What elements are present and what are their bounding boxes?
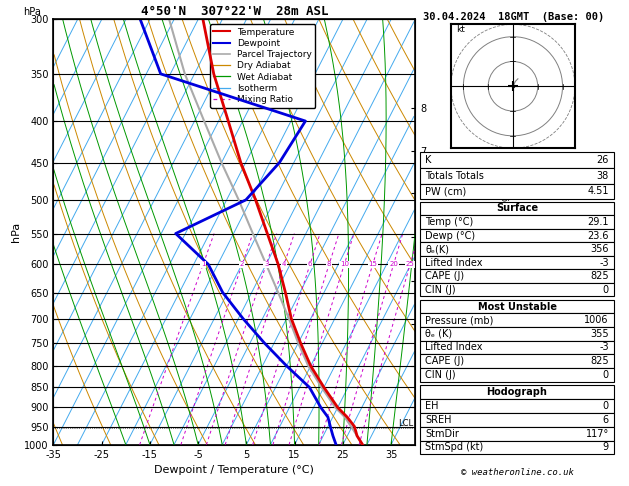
- Text: 825: 825: [590, 356, 609, 366]
- Text: 6: 6: [308, 261, 313, 267]
- Y-axis label: hPa: hPa: [11, 222, 21, 242]
- Text: 38: 38: [597, 171, 609, 181]
- Text: LCL: LCL: [399, 419, 414, 429]
- Text: 8: 8: [327, 261, 331, 267]
- Title: 4°50'N  307°22'W  28m ASL: 4°50'N 307°22'W 28m ASL: [140, 5, 328, 18]
- X-axis label: Dewpoint / Temperature (°C): Dewpoint / Temperature (°C): [154, 465, 314, 475]
- Y-axis label: km
ASL: km ASL: [437, 232, 455, 254]
- Text: Temp (°C): Temp (°C): [425, 217, 474, 227]
- Text: Lifted Index: Lifted Index: [425, 343, 482, 352]
- Text: StmSpd (kt): StmSpd (kt): [425, 442, 484, 452]
- Text: 25: 25: [406, 261, 415, 267]
- Text: 29.1: 29.1: [587, 217, 609, 227]
- Text: 10: 10: [340, 261, 349, 267]
- Text: CAPE (J): CAPE (J): [425, 271, 464, 281]
- Text: 3: 3: [264, 261, 269, 267]
- Text: 23.6: 23.6: [587, 230, 609, 241]
- Text: Surface: Surface: [496, 204, 538, 213]
- Text: CAPE (J): CAPE (J): [425, 356, 464, 366]
- Text: 117°: 117°: [586, 429, 609, 438]
- Text: CIN (J): CIN (J): [425, 370, 456, 380]
- Text: Dewp (°C): Dewp (°C): [425, 230, 476, 241]
- Text: 2: 2: [240, 261, 245, 267]
- Text: hPa: hPa: [23, 7, 41, 17]
- Text: 6: 6: [603, 415, 609, 425]
- Text: 26: 26: [596, 155, 609, 165]
- Text: -3: -3: [599, 258, 609, 268]
- Text: 1: 1: [201, 261, 206, 267]
- Text: EH: EH: [425, 401, 438, 411]
- Text: 0: 0: [603, 370, 609, 380]
- Text: 30.04.2024  18GMT  (Base: 00): 30.04.2024 18GMT (Base: 00): [423, 12, 604, 22]
- Text: 4.51: 4.51: [587, 187, 609, 196]
- Text: 0: 0: [603, 285, 609, 295]
- Text: 4: 4: [282, 261, 286, 267]
- Text: PW (cm): PW (cm): [425, 187, 467, 196]
- Text: 356: 356: [591, 244, 609, 254]
- Legend: Temperature, Dewpoint, Parcel Trajectory, Dry Adiabat, Wet Adiabat, Isotherm, Mi: Temperature, Dewpoint, Parcel Trajectory…: [210, 24, 316, 108]
- Text: 1006: 1006: [584, 315, 609, 325]
- Text: StmDir: StmDir: [425, 429, 459, 438]
- Text: Mixing Ratio (g/kg): Mixing Ratio (g/kg): [501, 192, 510, 272]
- Text: Hodograph: Hodograph: [487, 387, 547, 397]
- Text: K: K: [425, 155, 431, 165]
- Text: Pressure (mb): Pressure (mb): [425, 315, 494, 325]
- Text: 20: 20: [389, 261, 398, 267]
- Text: Totals Totals: Totals Totals: [425, 171, 484, 181]
- Text: θₑ(K): θₑ(K): [425, 244, 449, 254]
- Text: SREH: SREH: [425, 415, 452, 425]
- Text: CIN (J): CIN (J): [425, 285, 456, 295]
- Text: Lifted Index: Lifted Index: [425, 258, 482, 268]
- Text: 9: 9: [603, 442, 609, 452]
- Text: 825: 825: [590, 271, 609, 281]
- Text: -3: -3: [599, 343, 609, 352]
- Text: © weatheronline.co.uk: © weatheronline.co.uk: [460, 468, 574, 477]
- Text: θₑ (K): θₑ (K): [425, 329, 452, 339]
- Text: Most Unstable: Most Unstable: [477, 302, 557, 312]
- Text: 355: 355: [590, 329, 609, 339]
- Text: kt: kt: [456, 25, 465, 34]
- Text: 0: 0: [603, 401, 609, 411]
- Text: 15: 15: [369, 261, 377, 267]
